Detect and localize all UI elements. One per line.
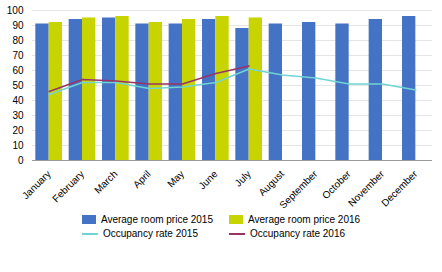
svg-text:30: 30 — [12, 110, 24, 121]
svg-text:June: June — [196, 168, 219, 191]
svg-text:80: 80 — [12, 35, 24, 46]
html-text:Average room price 2016: Average room price 2016 — [248, 214, 361, 225]
svg-text:September: September — [277, 168, 320, 211]
svg-text:0: 0 — [18, 155, 24, 166]
svg-text:October: October — [320, 168, 353, 201]
svg-text:May: May — [165, 168, 186, 189]
svg-text:March: March — [92, 168, 119, 195]
svg-text:April: April — [131, 168, 153, 190]
svg-text:60: 60 — [12, 65, 24, 76]
svg-text:40: 40 — [12, 95, 24, 106]
html-text:Occupancy rate 2015: Occupancy rate 2015 — [102, 228, 198, 239]
svg-text:November: November — [345, 168, 387, 209]
html-text:Average room price 2015: Average room price 2015 — [100, 214, 213, 225]
svg-text:July: July — [232, 168, 252, 188]
svg-text:August: August — [256, 168, 286, 198]
svg-text:50: 50 — [12, 80, 24, 91]
svg-text:20: 20 — [12, 125, 24, 136]
svg-text:90: 90 — [12, 20, 24, 31]
svg-text:100: 100 — [7, 5, 24, 16]
svg-text:70: 70 — [12, 50, 24, 61]
svg-text:10: 10 — [12, 140, 24, 151]
html-text:Occupancy rate 2016: Occupancy rate 2016 — [250, 228, 346, 239]
svg-text:February: February — [50, 168, 86, 204]
svg-text:December: December — [379, 168, 420, 209]
svg-text:January: January — [20, 168, 53, 201]
